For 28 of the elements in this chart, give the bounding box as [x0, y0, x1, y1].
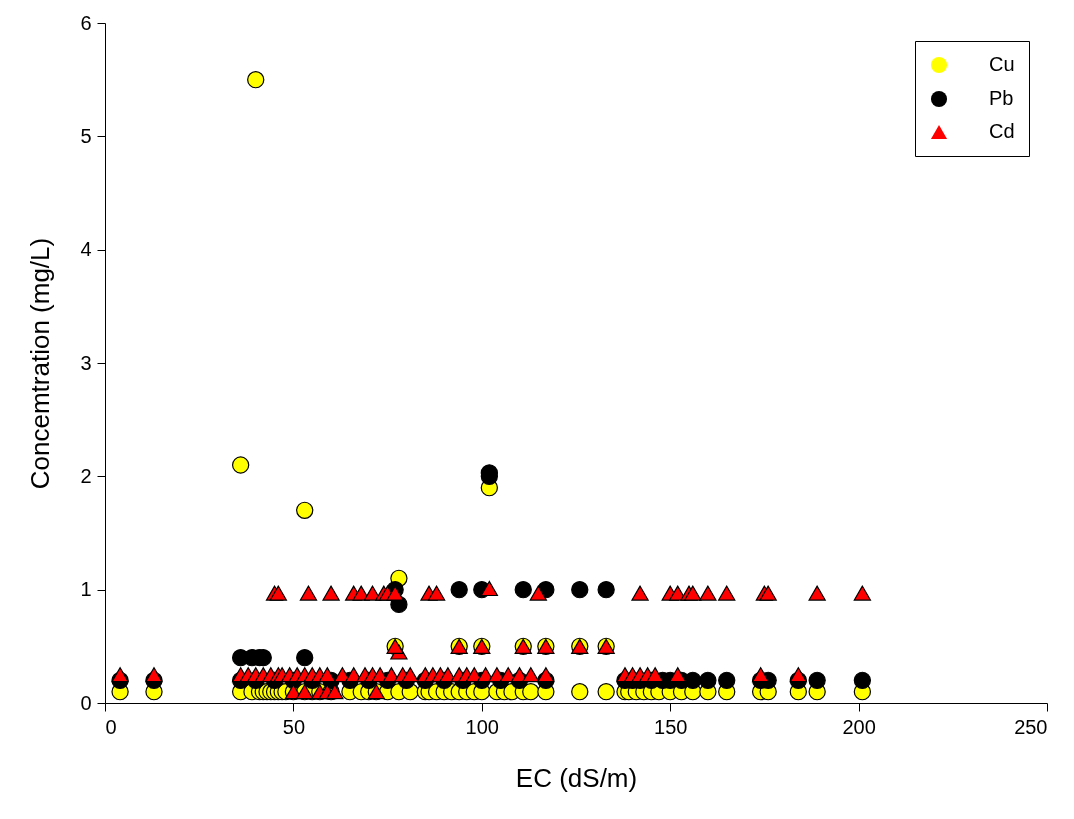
point	[571, 581, 589, 599]
y-tick-label: 3	[80, 351, 92, 374]
y-tick-label: 4	[80, 238, 92, 261]
point	[684, 671, 702, 689]
x-tick-label: 50	[282, 715, 306, 738]
point	[450, 581, 468, 599]
x-tick-label: 0	[105, 715, 117, 738]
x-tick-label: 150	[654, 715, 688, 738]
point	[296, 649, 314, 667]
legend-label: Cu	[989, 53, 1015, 75]
y-tick-label: 6	[80, 11, 92, 34]
point	[808, 671, 826, 689]
y-tick-label: 1	[80, 578, 92, 601]
legend-label: Cd	[989, 120, 1015, 142]
point	[699, 671, 717, 689]
point	[597, 581, 615, 599]
x-axis-title: EC (dS/m)	[515, 762, 638, 793]
y-axis-title: Concemtration (mg/L)	[25, 237, 56, 490]
y-tick-label: 2	[80, 464, 92, 487]
y-tick-label: 0	[80, 691, 92, 714]
y-tick-label: 5	[80, 124, 92, 147]
x-tick-label: 250	[1014, 715, 1048, 738]
point	[514, 581, 532, 599]
point	[853, 671, 872, 689]
x-tick-label: 100	[465, 715, 499, 738]
x-tick-label: 200	[842, 715, 876, 738]
legend-label: Pb	[989, 87, 1014, 109]
point	[718, 671, 736, 689]
